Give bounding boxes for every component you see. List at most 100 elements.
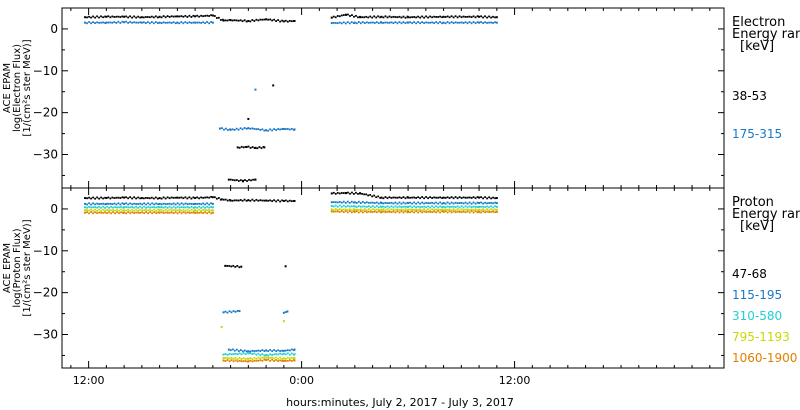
proton-data-point [160,206,163,208]
electron-data-point [150,15,153,18]
proton-data-point [180,209,183,212]
proton-data-point [286,356,289,359]
proton-data-point [398,211,401,214]
electron-series-1 [84,20,498,132]
proton-data-point [472,209,475,212]
electron-data-point [210,14,213,17]
proton-data-point [286,310,289,313]
proton-data-point [174,203,177,206]
proton-data-point [90,197,92,200]
proton-data-point [361,201,364,203]
proton-data-point [94,206,96,208]
proton-data-point [417,211,419,214]
proton-data-point [234,356,237,359]
proton-data-point [450,211,453,214]
electron-data-point [355,22,358,25]
proton-data-point [206,212,209,215]
proton-data-point [480,209,482,212]
electron-data-point [284,128,287,130]
proton-data-point [332,205,335,208]
proton-data-point [284,359,287,362]
electron-data-point [162,15,165,17]
electron-data-point [427,16,429,19]
proton-data-point [371,208,374,211]
electron-data-point [142,21,145,24]
proton-data-point [429,209,431,212]
electron-ylabel-line: log(Electron Flux) [12,44,23,132]
electron-data-point [231,179,234,181]
proton-data-point [336,201,339,204]
proton-data-point [244,360,247,362]
proton-data-point [208,196,211,199]
proton-data-point [235,199,238,202]
proton-data-point [245,199,248,202]
electron-data-point [490,16,492,19]
electron-data-point [363,16,366,19]
proton-data-point [118,206,120,209]
proton-data-point [125,206,128,208]
electron-data-point [458,15,461,18]
electron-data-point [478,21,481,24]
proton-data-point [350,205,353,208]
electron-data-point [96,21,98,24]
proton-data-point [419,208,421,211]
proton-data-point [211,202,214,205]
proton-data-point [340,201,343,204]
proton-data-point [236,310,239,312]
proton-data-point [279,359,282,362]
proton-data-point [259,350,262,352]
proton-data-point [402,209,405,212]
proton-data-point [495,197,498,200]
electron-data-point [442,15,445,18]
electron-data-point [344,13,347,16]
proton-data-point [196,209,199,212]
proton-data-point [488,196,490,199]
proton-data-point [232,357,235,360]
proton-data-point [143,202,146,205]
proton-data-point [423,202,425,205]
proton-data-point [411,196,413,199]
proton-data-point [394,205,397,208]
electron-data-point [272,84,275,87]
electron-data-point [215,17,218,19]
electron-data-point [371,16,374,19]
proton-data-point [133,209,136,212]
proton-data-point [398,209,401,211]
proton-data-point [435,205,437,208]
proton-data-point [247,352,250,355]
electron-data-point [433,22,435,24]
proton-data-point [155,202,158,205]
proton-data-point [109,197,112,200]
proton-data-point [361,211,364,214]
electron-data-point [353,21,356,24]
proton-data-point [375,196,378,199]
proton-data-point [98,205,100,208]
proton-data-point [464,196,467,199]
proton-data-point [429,206,431,209]
proton-data-point [227,348,230,351]
proton-data-point [98,203,100,205]
proton-data-point [267,358,270,361]
proton-data-point [411,206,413,209]
proton-data-point [129,206,132,209]
electron-data-point [392,15,395,18]
proton-data-point [200,211,203,214]
electron-data-point [470,22,473,25]
proton-data-point [284,357,287,360]
electron-data-point [154,15,157,18]
electron-data-point [210,21,213,23]
electron-data-point [332,15,335,18]
proton-data-point [157,203,160,206]
proton-data-point [204,206,207,209]
proton-data-point [166,203,169,205]
electron-data-point [92,21,94,24]
proton-data-point [448,202,451,205]
proton-data-point [127,203,130,206]
electron-ytick-label: −20 [33,106,58,120]
proton-data-point [275,353,278,356]
proton-data-point [139,208,142,211]
proton-data-point [251,349,254,352]
electron-data-point [204,22,207,25]
proton-data-point [210,206,213,208]
proton-data-point [105,202,108,205]
